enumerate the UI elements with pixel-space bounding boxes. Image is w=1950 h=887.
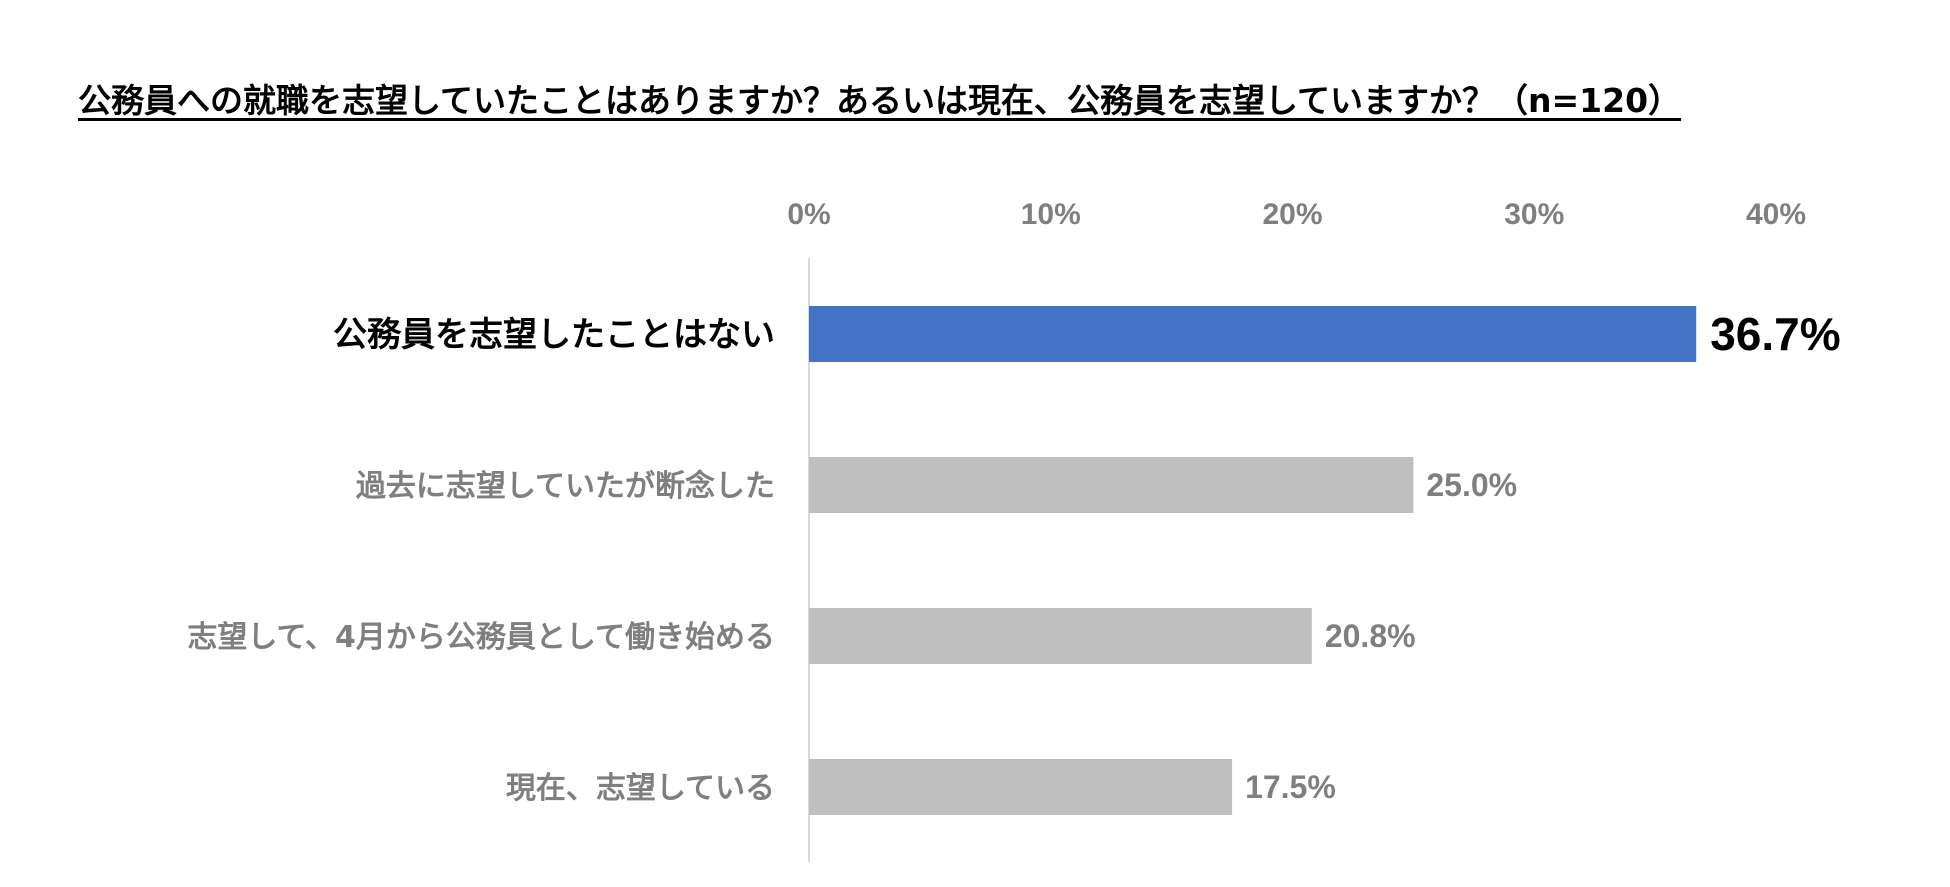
bar <box>809 306 1697 362</box>
category-label: 志望して、4月から公務員として働き始める <box>187 620 775 655</box>
category-labels: 公務員を志望したことはない過去に志望していたが断念した志望して、4月から公務員と… <box>187 315 775 806</box>
chart-title: 公務員への就職を志望していたことはありますか？あるいは現在、公務員を志望していま… <box>78 81 1682 120</box>
category-label: 過去に志望していたが断念した <box>356 469 775 504</box>
value-labels: 36.7% 25.0% 20.8% 17.5% <box>1245 308 1841 805</box>
x-tick-label: 40% <box>1746 198 1806 231</box>
data-label: 17.5% <box>1245 769 1336 805</box>
x-tick-label: 20% <box>1262 198 1322 231</box>
bars <box>809 306 1697 815</box>
data-label: 25.0% <box>1426 467 1517 503</box>
category-label: 現在、志望している <box>506 771 775 806</box>
category-label: 公務員を志望したことはない <box>333 315 775 355</box>
x-tick-label: 0% <box>787 198 830 231</box>
x-tick-label: 30% <box>1504 198 1564 231</box>
bar <box>809 457 1414 513</box>
data-label: 20.8% <box>1325 618 1416 654</box>
x-tick-label: 10% <box>1021 198 1081 231</box>
bar <box>809 759 1233 815</box>
bar <box>809 608 1312 664</box>
data-label: 36.7% <box>1710 308 1840 360</box>
x-axis-ticks: 0% 10% 20% 30% 40% <box>787 198 1806 231</box>
